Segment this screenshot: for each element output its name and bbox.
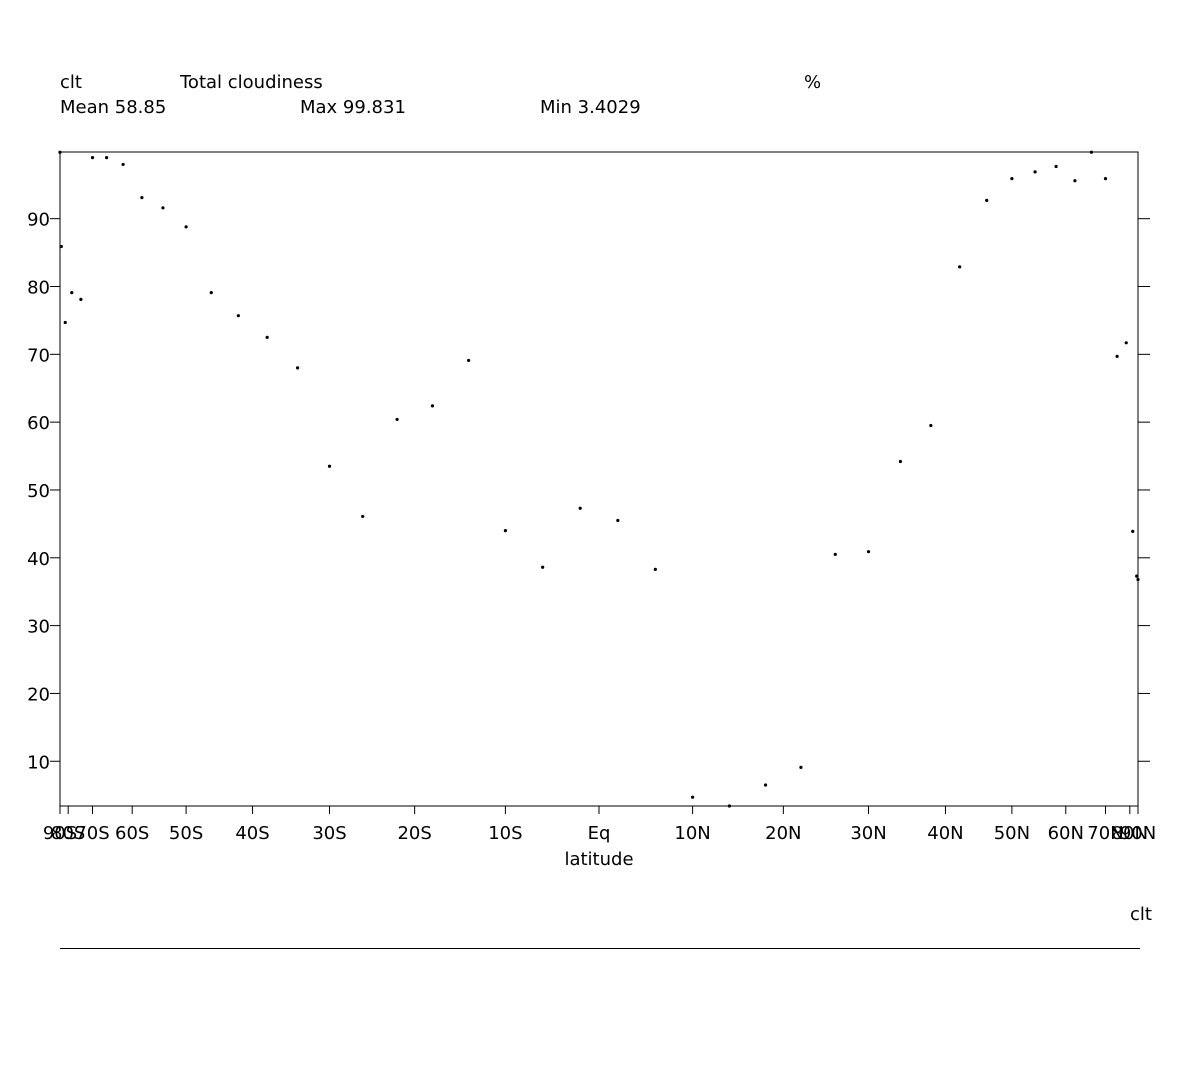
data-point: [1135, 574, 1139, 578]
data-point: [690, 795, 695, 799]
data-point: [1103, 177, 1108, 181]
x-tick-label: 10N: [674, 823, 710, 844]
x-tick-label: 80S: [51, 823, 85, 844]
x-tick-label: 70S: [75, 823, 109, 844]
x-axis-label: latitude: [564, 849, 633, 870]
footer: clt: [1130, 904, 1152, 925]
data-point: [184, 225, 188, 229]
data-point: [59, 244, 63, 249]
data-point: [616, 518, 620, 523]
x-tick-label: 40N: [927, 823, 963, 844]
data-point: [90, 156, 95, 160]
data-point: [467, 358, 471, 363]
x-tick-label: 40S: [235, 823, 269, 844]
y-tick-label: 50: [27, 481, 50, 502]
x-tick-label: 80N: [1112, 823, 1148, 844]
data-point: [1073, 179, 1077, 183]
chart-title: Total cloudiness: [179, 72, 323, 93]
x-tick-label: 30S: [312, 823, 346, 844]
x-tick-label: 30N: [850, 823, 886, 844]
x-tick-label: 10S: [488, 823, 522, 844]
data-point: [265, 335, 269, 339]
x-tick-label: 70N: [1087, 823, 1123, 844]
data-point: [985, 198, 989, 202]
data-point: [430, 404, 435, 408]
data-point: [327, 464, 332, 468]
data-point: [541, 565, 545, 569]
y-tick-label: 60: [27, 413, 50, 434]
data-point: [140, 196, 144, 200]
x-tick-label: 20N: [765, 823, 801, 844]
y-tick-label: 40: [27, 549, 50, 570]
x-tick-label: 50N: [994, 823, 1030, 844]
data-point: [361, 514, 365, 519]
variable: clt: [60, 72, 82, 93]
data-point: [833, 552, 837, 556]
stat: Min 3.4029: [540, 97, 641, 118]
data-point: [79, 297, 83, 301]
data-point: [395, 417, 399, 422]
data-point: [70, 291, 74, 295]
y-tick-label: 80: [27, 277, 50, 298]
x-tick-label: 50S: [169, 823, 203, 844]
data-point: [929, 423, 933, 428]
data-point: [898, 459, 903, 464]
data-point: [1033, 170, 1037, 174]
y-tick-label: 30: [27, 617, 50, 638]
data-point: [503, 529, 508, 533]
data-point: [763, 783, 768, 787]
stat: Mean 58.85: [60, 97, 166, 118]
data-point: [1054, 164, 1058, 169]
stat: Max 99.831: [300, 97, 406, 118]
data-point: [63, 320, 67, 325]
x-tick-label: 60N: [1048, 823, 1084, 844]
data-point: [1089, 150, 1094, 154]
x-tick-label: 90S: [43, 823, 77, 844]
data-point: [653, 567, 657, 571]
data-point: [727, 804, 731, 808]
data-point: [209, 291, 213, 295]
data-point: [295, 366, 300, 370]
data-point: [1124, 341, 1128, 345]
plot-frame: [59, 151, 1139, 807]
data-point: [58, 150, 62, 154]
x-tick-label: 90N: [1120, 823, 1156, 844]
units: %: [804, 72, 821, 93]
y-tick-label: 20: [27, 684, 50, 705]
data-point: [1131, 529, 1135, 533]
data-point: [1115, 354, 1119, 358]
x-tick-label: Eq: [588, 823, 611, 844]
x-tick-label: 20S: [397, 823, 431, 844]
data-point: [104, 156, 109, 160]
data-point: [1010, 177, 1014, 181]
data-point: [578, 506, 582, 510]
data-point: [958, 265, 962, 269]
data-point: [161, 206, 165, 210]
y-tick-label: 10: [27, 752, 50, 773]
data-point: [121, 162, 125, 167]
y-tick-label: 70: [27, 345, 50, 366]
data-point: [866, 550, 871, 554]
data-point: [236, 314, 240, 318]
x-tick-label: 60S: [115, 823, 149, 844]
y-tick-label: 90: [27, 210, 50, 231]
data-point: [799, 765, 803, 769]
data-point: [1136, 577, 1140, 582]
